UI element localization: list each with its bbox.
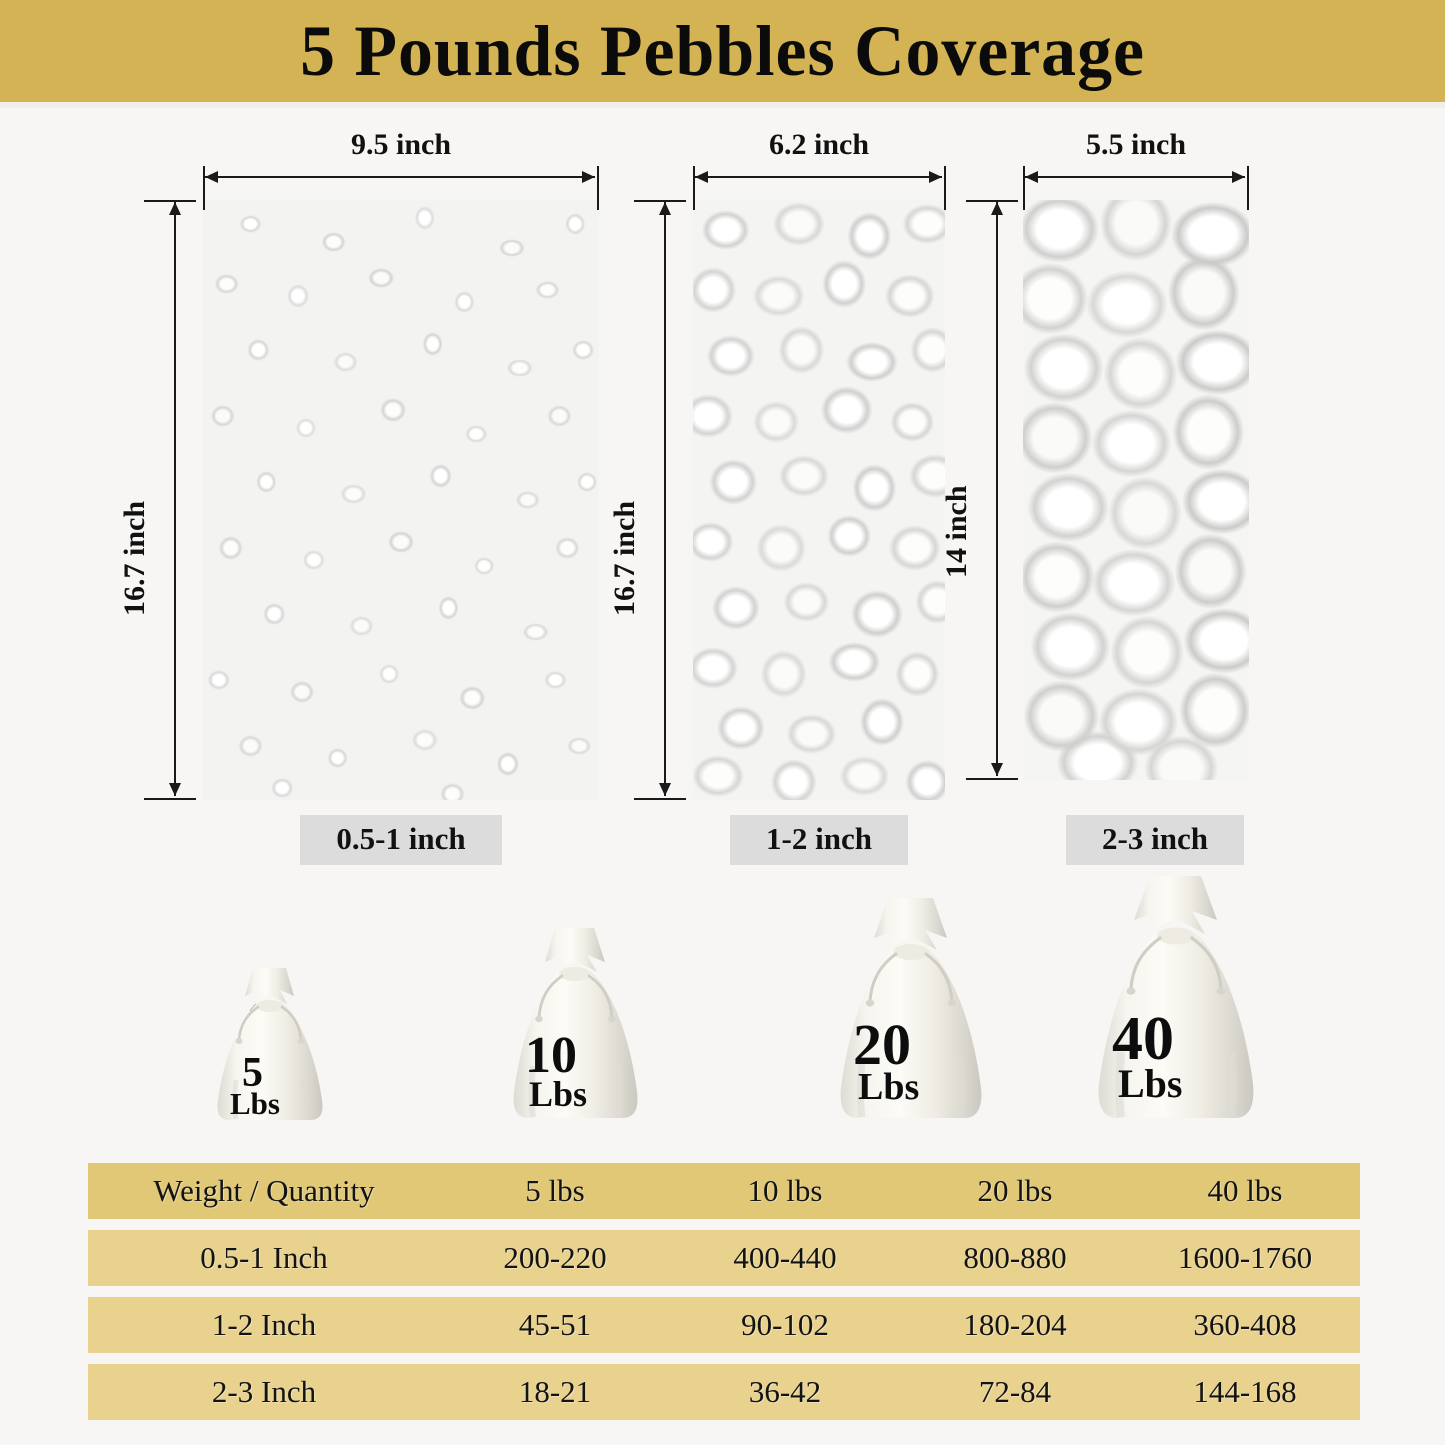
table-header-row: Weight / Quantity 5 lbs 10 lbs 20 lbs 40…	[88, 1163, 1360, 1219]
table-cell: 18-21	[518, 1374, 592, 1409]
table-row: 0.5-1 Inch 200-220 400-440 800-880 1600-…	[88, 1230, 1360, 1286]
pebble-image-medium	[693, 200, 945, 800]
dim-arrow-left-3	[1025, 171, 1038, 183]
dim-label-width-1: 9.5 inch	[350, 128, 452, 161]
dim-arrow-down-1	[169, 783, 181, 796]
bag-sizes-section: 5 Lbs 10	[0, 868, 1445, 1148]
table-row: 2-3 Inch 18-21 36-42 72-84 144-168	[88, 1364, 1360, 1420]
dim-tick-bottom-3	[966, 778, 1018, 780]
page-title: 5 Pounds Pebbles Coverage	[300, 11, 1145, 91]
dim-line-width-3	[1025, 176, 1245, 178]
table-cell: 1-2 Inch	[211, 1307, 317, 1342]
table-cell: 0.5-1 Inch	[200, 1240, 328, 1275]
dim-tick-top-1	[144, 200, 196, 202]
bag-10lbs-number: 10	[525, 1027, 577, 1084]
dim-arrow-down-3	[991, 763, 1003, 776]
table-header-cell-0: Weight / Quantity	[153, 1173, 375, 1208]
table-cell: 180-204	[963, 1307, 1067, 1342]
dim-line-height-2	[664, 202, 666, 796]
coverage-table: Weight / Quantity 5 lbs 10 lbs 20 lbs 40…	[88, 1163, 1360, 1431]
table-cell: 400-440	[733, 1240, 837, 1275]
bag-5lbs: 5 Lbs	[190, 960, 350, 1128]
table-header-cell-3: 20 lbs	[977, 1173, 1053, 1208]
dim-tick-right-1	[597, 166, 599, 210]
table-cell: 360-408	[1193, 1307, 1297, 1342]
size-badge-2: 1-2 inch	[730, 815, 908, 865]
dim-arrow-left-2	[695, 171, 708, 183]
dim-arrow-right-2	[929, 171, 942, 183]
dim-tick-left-3	[1023, 166, 1025, 210]
table-row: 1-2 Inch 45-51 90-102 180-204 360-408	[88, 1297, 1360, 1353]
dim-arrow-up-2	[659, 202, 671, 215]
bag-10lbs: 10 Lbs	[483, 920, 668, 1128]
bag-5lbs-unit: Lbs	[230, 1086, 280, 1121]
header-underline	[0, 102, 1445, 108]
dim-label-width-2: 6.2 inch	[768, 128, 870, 161]
table-cell: 200-220	[503, 1240, 607, 1275]
bag-5lbs-number: 5	[242, 1050, 263, 1096]
dim-line-height-3	[996, 202, 998, 776]
dim-line-height-1	[174, 202, 176, 796]
dim-tick-left-1	[203, 166, 205, 210]
bag-20lbs-number: 20	[853, 1012, 911, 1077]
size-badge-3: 2-3 inch	[1066, 815, 1244, 865]
dim-label-height-1: 16.7 inch	[118, 500, 151, 616]
table-cell: 36-42	[748, 1374, 822, 1409]
table-cell: 72-84	[978, 1374, 1052, 1409]
table-cell: 800-880	[963, 1240, 1067, 1275]
dim-arrow-right-1	[582, 171, 595, 183]
dim-arrow-down-2	[659, 783, 671, 796]
table-header-cell-4: 40 lbs	[1207, 1173, 1283, 1208]
dim-arrow-left-1	[205, 171, 218, 183]
header-band: 5 Pounds Pebbles Coverage	[0, 0, 1445, 102]
dim-tick-bottom-2	[634, 798, 686, 800]
dim-arrow-up-1	[169, 202, 181, 215]
bag-20lbs: 20 Lbs	[806, 890, 1016, 1128]
bag-20lbs-unit: Lbs	[858, 1066, 920, 1108]
pebble-panels-section: 9.5 inch 16.7 inch 0.5-1 inch 6.2 inch 1…	[0, 108, 1445, 868]
dim-tick-top-3	[966, 200, 1018, 202]
table-header-cell-2: 10 lbs	[747, 1173, 823, 1208]
dim-tick-top-2	[634, 200, 686, 202]
table-cell: 90-102	[741, 1307, 829, 1342]
pebble-image-small	[203, 200, 599, 800]
dim-label-height-3: 14 inch	[940, 485, 973, 578]
bag-10lbs-unit: Lbs	[529, 1074, 588, 1114]
table-header-cell-1: 5 lbs	[525, 1173, 585, 1208]
size-badge-1: 0.5-1 inch	[300, 815, 502, 865]
bag-40lbs-unit: Lbs	[1118, 1061, 1183, 1106]
dim-tick-right-3	[1247, 166, 1249, 210]
table-cell: 144-168	[1193, 1374, 1297, 1409]
dim-arrow-up-3	[991, 202, 1003, 215]
dim-tick-right-2	[944, 166, 946, 210]
dim-tick-bottom-1	[144, 798, 196, 800]
table-cell: 45-51	[518, 1307, 592, 1342]
bag-40lbs-number: 40	[1112, 1005, 1174, 1073]
table-cell: 2-3 Inch	[211, 1374, 317, 1409]
table-cell: 1600-1760	[1177, 1240, 1313, 1275]
dim-label-height-2: 16.7 inch	[608, 500, 641, 616]
dim-tick-left-2	[693, 166, 695, 210]
bag-40lbs: 40 Lbs	[1060, 868, 1292, 1128]
dim-line-width-2	[695, 176, 942, 178]
dim-arrow-right-3	[1232, 171, 1245, 183]
dim-line-width-1	[205, 176, 595, 178]
dim-label-width-3: 5.5 inch	[1085, 128, 1187, 161]
pebble-image-large	[1023, 200, 1249, 780]
